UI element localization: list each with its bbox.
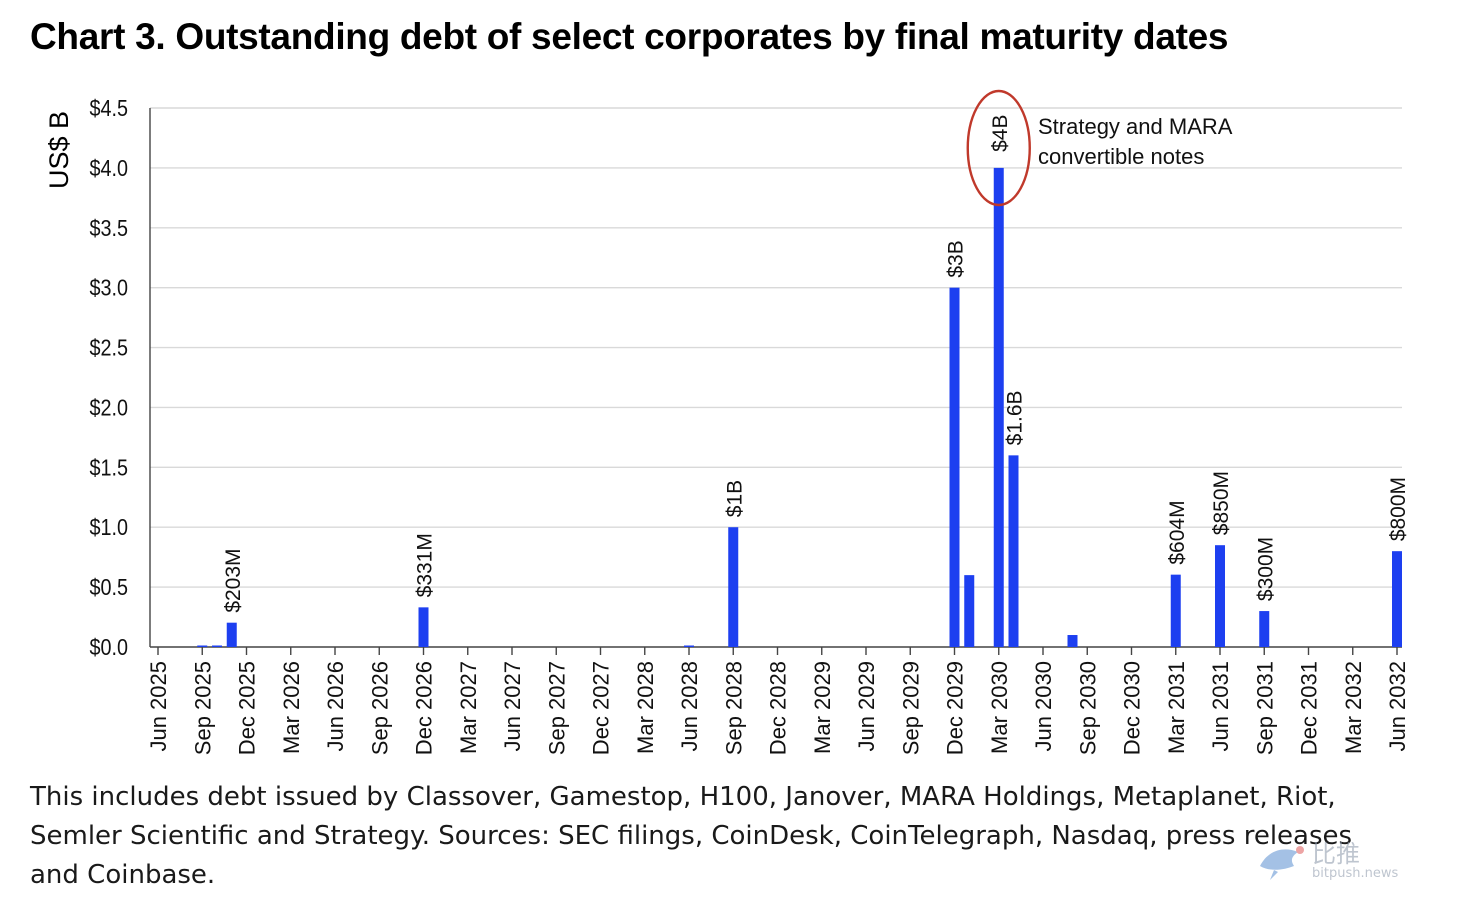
bar-value-label: $3B [945, 240, 968, 277]
x-tick-label: Mar 2028 [633, 661, 658, 754]
bars [197, 167, 1402, 647]
watermark-name: 比推 [1312, 840, 1360, 868]
bar [1008, 455, 1019, 647]
bar [1259, 611, 1270, 647]
x-tick-label: Dec 2026 [412, 661, 437, 755]
x-tick-label: Sep 2030 [1075, 661, 1100, 755]
bar [212, 645, 222, 647]
x-tick-label: Dec 2025 [235, 661, 260, 755]
x-tick-label: Jun 2032 [1385, 661, 1410, 752]
bar [964, 575, 975, 647]
bar-value-label: $604M [1166, 500, 1189, 564]
x-tick-label: Jun 2029 [854, 661, 879, 752]
highlight-ellipse [966, 89, 1031, 207]
x-tick-label: Mar 2032 [1341, 661, 1366, 754]
y-tick-label: $3.0 [90, 275, 129, 301]
footnote: This includes debt issued by Classover, … [30, 778, 1360, 895]
bar [1215, 545, 1225, 647]
y-tick-label: $3.5 [90, 215, 129, 241]
x-tick-label: Dec 2028 [766, 661, 791, 755]
bar-labels: $203M $331M $1B $3B $4B $1.6B $604M $850M $300M $… [222, 115, 1410, 613]
bar [1392, 551, 1402, 647]
bar [993, 167, 1004, 647]
x-axis-ticks: Jun 2025 Sep 2025 Dec 2025 Mar 2026 Jun 2026… [146, 647, 1410, 755]
bar-value-label: $203M [222, 548, 245, 612]
x-tick-label: Mar 2027 [456, 661, 481, 754]
y-axis-title: US$ B [44, 111, 74, 189]
x-tick-label: Jun 2028 [677, 661, 702, 752]
x-tick-label: Mar 2026 [279, 661, 304, 754]
y-tick-label: $1.0 [90, 515, 129, 541]
y-tick-label: $4.0 [90, 156, 129, 182]
watermark: 比推 bitpush.news [1254, 832, 1414, 888]
x-tick-label: Dec 2027 [589, 661, 614, 755]
bar [418, 607, 429, 647]
y-axis-ticks: $0.0 $0.5 $1.0 $1.5 $2.0 $2.5 $3.0 $3.5 $4.0 $4.5 [90, 96, 129, 661]
footnote-text: This includes debt issued by Classover, … [30, 782, 1353, 890]
y-tick-label: $1.5 [90, 455, 129, 481]
watermark-url: bitpush.news [1312, 866, 1399, 881]
bar-value-label: $800M [1387, 477, 1410, 541]
x-tick-label: Sep 2028 [721, 661, 746, 755]
annotation-text-line-1: Strategy and MARA [1038, 114, 1233, 139]
x-tick-label: Sep 2031 [1252, 661, 1277, 755]
bar-chart: $0.0 $0.5 $1.0 $1.5 $2.0 $2.5 $3.0 $3.5 $4.0 $4.5… [44, 89, 1410, 755]
bar [226, 622, 237, 647]
x-tick-label: Jun 2030 [1031, 661, 1056, 752]
x-tick-label: Jun 2027 [500, 661, 525, 752]
x-tick-label: Dec 2029 [943, 661, 968, 755]
bar-value-label: $300M [1254, 537, 1277, 601]
x-tick-label: Jun 2031 [1208, 661, 1233, 752]
x-tick-label: Sep 2029 [898, 661, 923, 755]
x-tick-label: Sep 2026 [367, 661, 392, 755]
bar [1170, 574, 1181, 647]
y-tick-label: $0.5 [90, 575, 129, 601]
x-tick-label: Dec 2031 [1297, 661, 1322, 755]
bar-value-label: $1.6B [1004, 390, 1027, 445]
y-tick-label: $0.0 [90, 635, 129, 661]
x-tick-label: Jun 2025 [146, 661, 171, 752]
y-tick-label: $2.5 [90, 335, 129, 361]
x-tick-label: Sep 2025 [190, 661, 215, 755]
bar-value-label: $1B [723, 480, 746, 517]
gridlines [150, 107, 1402, 588]
x-tick-label: Dec 2030 [1120, 661, 1145, 755]
x-tick-label: Sep 2027 [544, 661, 569, 755]
bar [949, 287, 960, 647]
x-tick-label: Jun 2026 [323, 661, 348, 752]
bar [728, 527, 739, 647]
bar [197, 645, 208, 647]
y-tick-label: $2.0 [90, 395, 129, 421]
bar-value-label: $331M [414, 533, 437, 597]
x-tick-label: Mar 2030 [987, 661, 1012, 754]
bar [1067, 635, 1078, 647]
annotation-text-line-2: convertible notes [1038, 144, 1204, 169]
chart-title: Chart 3. Outstanding debt of select corp… [30, 16, 1229, 57]
y-tick-label: $4.5 [90, 96, 129, 122]
bar-value-label: $850M [1210, 471, 1233, 535]
bar-value-label: $4B [989, 115, 1012, 152]
bird-logo-icon [1260, 846, 1304, 880]
x-tick-label: Mar 2029 [810, 661, 835, 754]
bar [684, 645, 694, 647]
x-tick-label: Mar 2031 [1164, 661, 1189, 754]
